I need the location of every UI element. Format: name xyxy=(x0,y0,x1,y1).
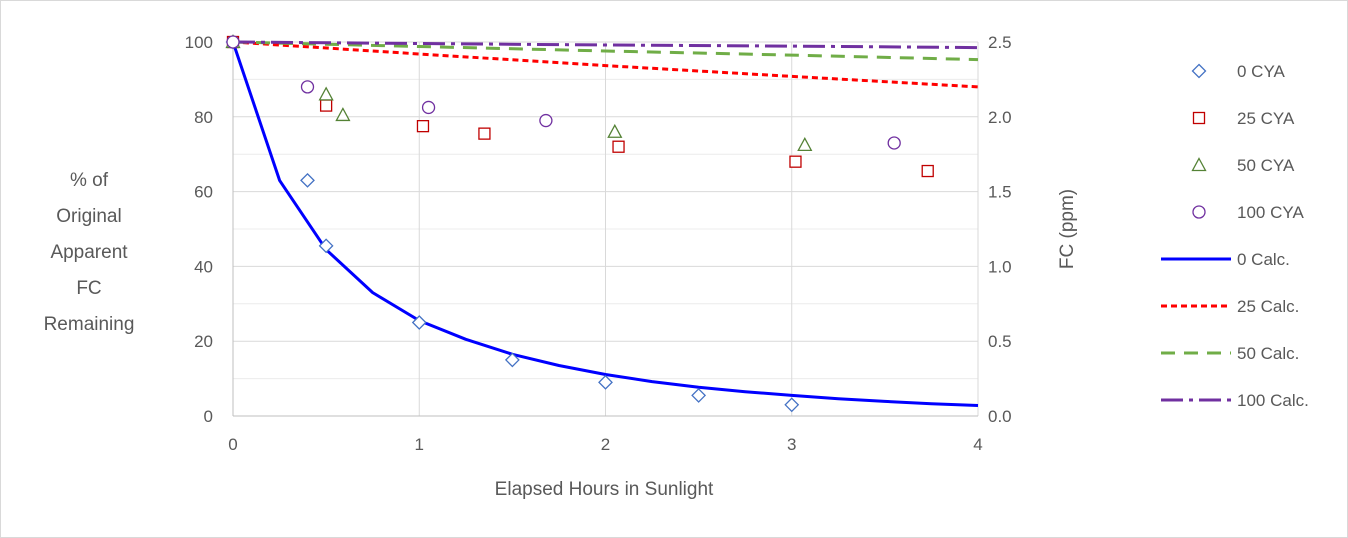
y2-tick-label: 1.0 xyxy=(988,257,1012,276)
y-axis-title-line: % of xyxy=(70,170,109,191)
legend-label: 0 CYA xyxy=(1237,62,1286,81)
legend-label: 25 Calc. xyxy=(1237,297,1299,316)
x-tick-label: 4 xyxy=(973,435,982,454)
data-point-square xyxy=(789,155,802,168)
data-point-diamond xyxy=(504,352,520,368)
y-tick-label: 100 xyxy=(185,33,213,52)
x-tick-label: 1 xyxy=(415,435,424,454)
y-tick-label: 40 xyxy=(194,257,213,276)
x-tick-label: 0 xyxy=(228,435,237,454)
data-point-diamond xyxy=(1191,63,1207,79)
y-tick-label: 60 xyxy=(194,183,213,202)
y2-tick-label: 2.5 xyxy=(988,33,1012,52)
data-point-circle xyxy=(887,136,901,150)
data-point-diamond xyxy=(300,172,315,188)
series-line-25-calc xyxy=(232,40,979,89)
data-point-diamond xyxy=(318,238,334,254)
data-point-circle xyxy=(421,100,436,115)
grid xyxy=(233,41,979,416)
legend: 0 CYA 25 CYA 50 CYA 100 CYA 0 Calc. 25 Calc. 5… xyxy=(1161,62,1309,410)
x-axis-title: Elapsed Hours in Sunlight xyxy=(495,479,714,500)
y-tick-label: 0 xyxy=(204,407,213,426)
x-tick-label: 2 xyxy=(601,435,610,454)
data-point-diamond xyxy=(784,397,800,413)
axis-labels: Elapsed Hours in Sunlight FC (ppm) % of O… xyxy=(44,170,1078,500)
data-point-square xyxy=(478,127,491,140)
legend-label: 0 Calc. xyxy=(1237,250,1290,269)
y-axis-title-line: Original xyxy=(56,206,121,227)
data-point-circle xyxy=(226,35,240,49)
y-axis-title-line: FC xyxy=(76,278,101,299)
y2-axis-title: FC (ppm) xyxy=(1057,189,1078,269)
data-point-square xyxy=(921,164,934,178)
series-line-50-calc xyxy=(232,40,979,62)
y-axis-title-line: Apparent xyxy=(50,242,128,263)
series-line-100-calc xyxy=(232,40,979,50)
y2-tick-label: 0.5 xyxy=(988,332,1012,351)
data-point-square xyxy=(319,99,333,112)
data-point-triangle xyxy=(607,123,623,138)
data-point-circle xyxy=(539,113,553,128)
data-point-square xyxy=(1192,111,1206,125)
data-point-square xyxy=(416,120,430,133)
y2-tick-label: 0.0 xyxy=(988,407,1012,426)
legend-label: 100 CYA xyxy=(1237,203,1304,222)
series-line-0-calc xyxy=(231,41,979,407)
y-tick-label: 80 xyxy=(194,108,213,127)
plot-area xyxy=(225,34,979,413)
x-tick-label: 3 xyxy=(787,435,796,454)
data-point-circle xyxy=(300,80,315,94)
y-axis-title-line: Remaining xyxy=(44,314,135,335)
data-point-square xyxy=(612,140,625,153)
data-point-diamond xyxy=(411,315,427,330)
y2-tick-label: 2.0 xyxy=(988,108,1012,127)
legend-label: 100 Calc. xyxy=(1237,391,1309,410)
data-point-triangle xyxy=(1191,157,1207,172)
data-point-circle xyxy=(1192,205,1206,219)
data-point-triangle xyxy=(318,86,334,101)
data-point-diamond xyxy=(691,388,707,403)
legend-label: 50 Calc. xyxy=(1237,344,1299,363)
data-point-triangle xyxy=(335,107,351,122)
legend-label: 25 CYA xyxy=(1237,109,1295,128)
y-tick-label: 20 xyxy=(194,332,213,351)
y2-tick-label: 1.5 xyxy=(988,183,1012,202)
data-point-triangle xyxy=(797,136,813,152)
legend-label: 50 CYA xyxy=(1237,156,1295,175)
data-point-diamond xyxy=(598,374,613,390)
